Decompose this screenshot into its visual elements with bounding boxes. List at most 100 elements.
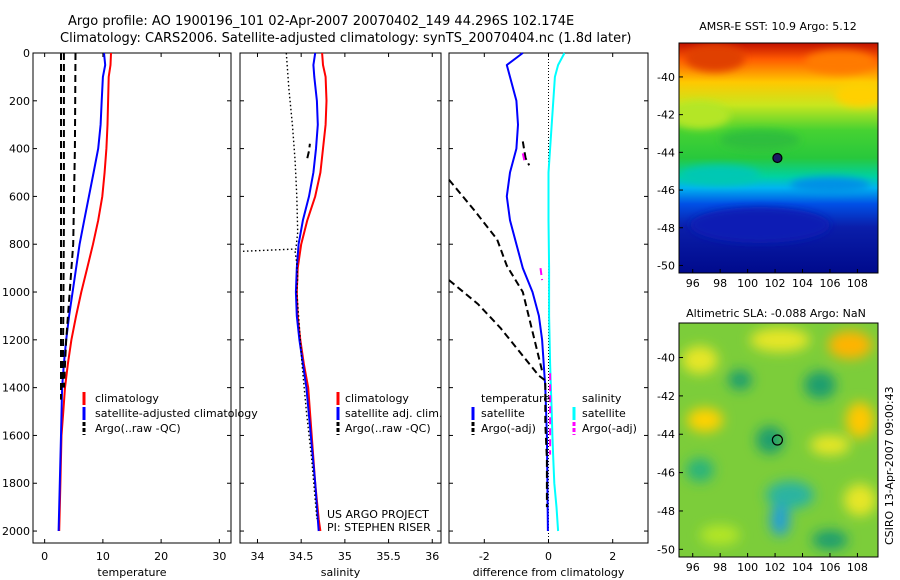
x-tick-label: 100 [737,561,758,574]
x-axis-label: difference from climatology [473,566,625,579]
x-tick-label: 102 [765,561,786,574]
legend-satellite-label: satellite adj. clim. [345,407,442,420]
legend-temperature-heading: temperature [481,392,550,405]
y-tick-label: -40 [657,352,675,365]
argo-float-marker [771,434,784,446]
project-credit-line2: PI: STEPHEN RISER [327,521,431,534]
y-tick-label: 200 [9,95,30,108]
legend-salinity-heading: salinity [582,392,622,405]
series-line [448,279,546,382]
salinity-panel: 34 34.5 35 35.5 36 salinity [239,52,442,579]
series-line [521,153,526,161]
y-tick-label: 400 [9,143,30,156]
legend-sal-satellite-label: satellite [582,407,626,420]
series-line [521,141,531,166]
x-tick-label: 0 [545,550,552,563]
sla-map-axes: 96 98 100 102 104 106 108 -40 -42 -44 -46 -48 -50 [657,352,868,574]
legend-argo-label: Argo(..raw -QC) [345,422,431,435]
y-tick-label: -44 [657,146,675,159]
series-line [295,52,328,532]
legend-climatology-label: climatology [345,392,409,405]
x-tick-label: 36 [425,550,439,563]
sst-map-axes: 96 98 100 102 104 106 108 -40 -42 -44 -46 -48 -50 [657,71,868,290]
x-tick-label: 106 [819,277,840,290]
plot-area [32,52,232,544]
x-tick-label: 98 [713,561,727,574]
y-tick-label: -42 [657,109,675,122]
series-line [57,52,107,532]
y-tick-label: 0 [23,47,30,60]
x-tick-label: 106 [819,561,840,574]
series-line [539,267,544,281]
series-line [62,52,77,388]
salinity-legend: climatology satellite adj. clim. Argo(..… [336,392,442,435]
temperature-legend: climatology satellite-adjusted climatolo… [82,392,258,435]
y-tick-label: 1600 [2,429,30,442]
x-tick-label: 30 [212,550,226,563]
series-line [294,52,320,532]
y-tick-label: 1000 [2,286,30,299]
difference-legend: temperature satellite Argo(-adj) salinit… [471,392,637,435]
figure-title-line1: Argo profile: AO 1900196_101 02-Apr-2007… [68,14,574,29]
sla-map-title: Altimetric SLA: -0.088 Argo: NaN [686,307,866,320]
sst-map: AMSR-E SST: 10.9 Argo: 5.12 96 98 100 102 10… [657,20,879,290]
x-tick-label: 34 [250,550,264,563]
y-tick-label: 800 [9,238,30,251]
x-tick-label: 20 [154,550,168,563]
sla-map: Altimetric SLA: -0.088 Argo: NaN [657,307,879,574]
x-tick-label: 35 [338,550,352,563]
x-axis-label: temperature [97,566,166,579]
x-tick-label: -2 [479,550,490,563]
x-tick-label: 96 [686,561,700,574]
project-credit-line1: US ARGO PROJECT [327,508,429,521]
plot-area [239,52,442,544]
legend-temp-satellite-label: satellite [481,407,525,420]
y-tick-label: -50 [657,259,675,272]
series-line [544,382,548,508]
x-tick-label: 2 [609,550,616,563]
legend-temp-argo-label: Argo(-adj) [481,422,536,435]
series-line [448,179,544,372]
series-line [505,52,549,532]
y-tick-label: 600 [9,190,30,203]
y-tick-label: -46 [657,184,675,197]
x-tick-label: 102 [765,277,786,290]
x-tick-label: 108 [847,277,868,290]
y-tick-label: 1400 [2,382,30,395]
y-tick-label: 1200 [2,334,30,347]
legend-argo-label: Argo(..raw -QC) [95,422,181,435]
x-tick-label: 100 [737,277,758,290]
y-tick-label: -44 [657,428,675,441]
series-line [547,52,566,532]
legend-climatology-label: climatology [95,392,159,405]
difference-panel: -2 0 2 difference from climatology [448,52,649,579]
legend-satellite-label: satellite-adjusted climatology [95,407,258,420]
csiro-credit: CSIRO 13-Apr-2007 09:00:43 [883,386,896,545]
x-tick-label: 10 [96,550,110,563]
x-axis-label: salinity [321,566,361,579]
y-tick-label: -42 [657,390,675,403]
x-tick-label: 98 [713,277,727,290]
series-line [61,53,65,388]
y-tick-label: 2000 [2,525,30,538]
y-tick-label: -48 [657,222,675,235]
y-tick-label: -46 [657,467,675,480]
y-tick-label: -50 [657,543,675,556]
sst-map-title: AMSR-E SST: 10.9 Argo: 5.12 [699,20,857,33]
series-line [294,251,318,520]
x-tick-label: 35.5 [376,550,401,563]
series-line [58,52,112,532]
temperature-panel: 0 10 20 30 0 200 400 600 800 1000 1200 1400 1600 1800… [2,47,232,579]
argo-float-marker [772,152,783,164]
y-tick-label: -48 [657,505,675,518]
series-line [306,143,311,159]
x-tick-label: 96 [686,277,700,290]
figure-title-line2: Climatology: CARS2006. Satellite-adjuste… [60,31,632,46]
sla-field [679,323,878,557]
x-tick-label: 0 [41,550,48,563]
legend-sal-argo-label: Argo(-adj) [582,422,637,435]
x-tick-label: 34.5 [289,550,314,563]
x-tick-label: 104 [792,277,813,290]
x-tick-label: 108 [847,561,868,574]
